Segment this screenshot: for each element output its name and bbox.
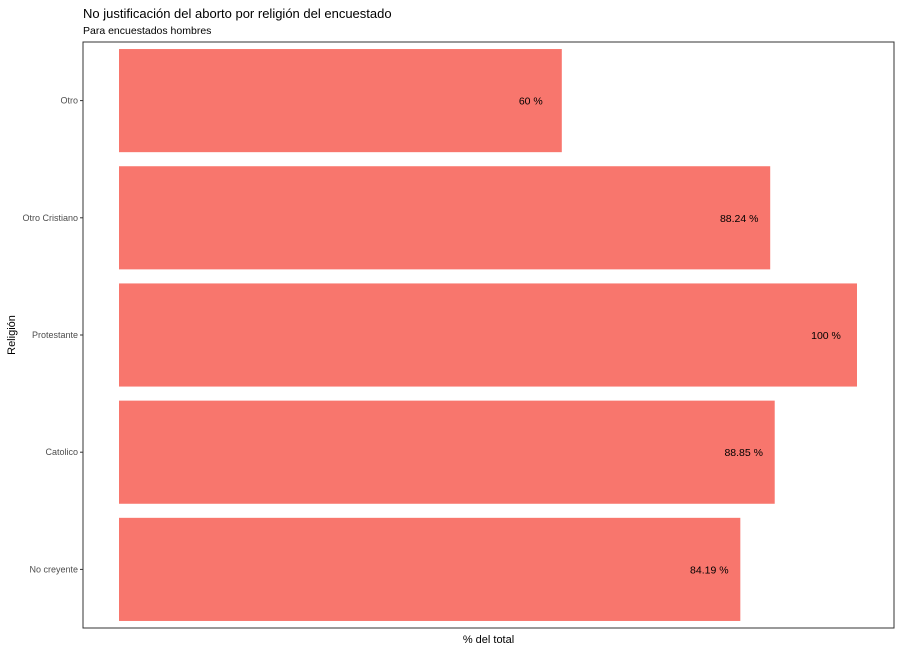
y-axis-label: Religión bbox=[6, 315, 18, 355]
y-axis-ticks: Otro Otro Cristiano Protestante Catolico No … bbox=[22, 96, 83, 574]
bars-layer bbox=[119, 49, 857, 621]
y-tick-label-0: Otro bbox=[60, 96, 78, 106]
bar-3 bbox=[119, 400, 775, 504]
data-label-0: 60 % bbox=[519, 96, 543, 108]
data-label-1: 88.24 % bbox=[720, 213, 759, 225]
data-label-3: 88.85 % bbox=[724, 447, 763, 459]
bar-4 bbox=[119, 517, 741, 621]
y-tick-label-4: No creyente bbox=[29, 564, 78, 574]
bar-1 bbox=[119, 166, 771, 270]
data-label-2: 100 % bbox=[811, 330, 841, 342]
bar-2 bbox=[119, 283, 857, 387]
y-tick-label-3: Catolico bbox=[45, 447, 78, 457]
chart-title: No justificación del aborto por religión… bbox=[83, 6, 392, 21]
bar-0 bbox=[119, 49, 562, 153]
y-tick-label-2: Protestante bbox=[32, 330, 78, 340]
chart-subtitle: Para encuestados hombres bbox=[83, 25, 211, 37]
data-labels-layer: 60 % 88.24 % 100 % 88.85 % 84.19 % bbox=[519, 96, 841, 577]
x-axis-label: % del total bbox=[463, 634, 514, 646]
y-tick-label-1: Otro Cristiano bbox=[22, 213, 78, 223]
data-label-4: 84.19 % bbox=[690, 564, 729, 576]
